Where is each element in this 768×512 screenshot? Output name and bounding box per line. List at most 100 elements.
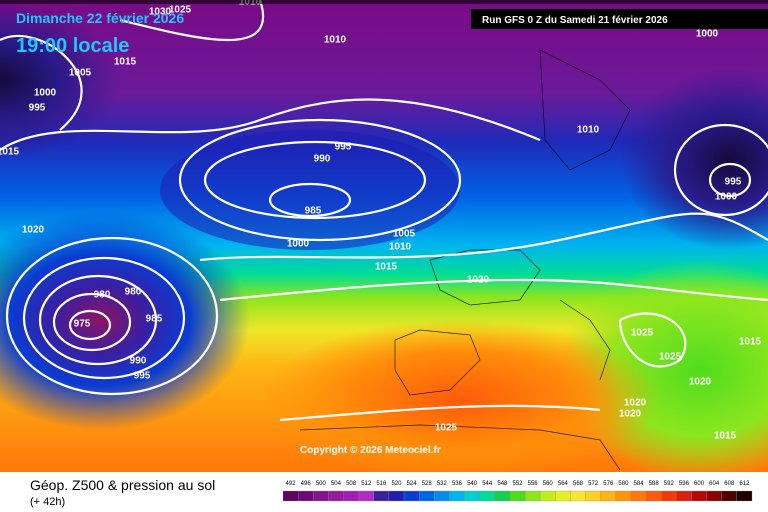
caption-lead: (+ 42h) [30, 496, 65, 508]
legend-swatch [661, 490, 677, 502]
copyright: Copyright © 2026 Meteociel.fr [300, 445, 441, 456]
isobar-label: 990 [314, 154, 331, 165]
legend-label: 592 [664, 481, 675, 487]
legend-label: 508 [346, 481, 357, 487]
isobar-label: 1020 [624, 398, 647, 409]
color-legend: 492 496 500 504 508 512 516 520 524 528 532 536 540 5… [282, 481, 753, 502]
run-info: Run GFS 0 Z du Samedi 21 février 2026 [482, 15, 668, 26]
isobar-label: 975 [74, 319, 91, 330]
top-edge [0, 0, 768, 4]
legend-swatch [524, 490, 541, 502]
legend-label: 492 [286, 481, 297, 487]
isobar-label: 1025 [169, 5, 192, 16]
legend-label: 552 [512, 481, 523, 487]
legend-swatch [373, 490, 390, 502]
isobar-label: 995 [335, 142, 352, 153]
legend-label: 504 [331, 481, 342, 487]
isobar-label: 1015 [714, 431, 737, 442]
isobar-label: 1025 [435, 423, 458, 434]
isobar-label: 1000 [696, 29, 719, 40]
legend-label: 588 [649, 481, 660, 487]
isobar-label: 1015 [375, 262, 398, 273]
legend-label: 572 [588, 481, 599, 487]
legend-label: 512 [361, 481, 372, 487]
legend-label: 576 [603, 481, 614, 487]
legend-swatch [282, 490, 299, 502]
isobar-label: 1000 [287, 239, 310, 250]
legend-swatch [479, 490, 495, 502]
isobar-label: 1015 [739, 337, 762, 348]
isobar-label: 995 [29, 103, 46, 114]
legend-swatch [343, 490, 359, 502]
isobar-label: 1015 [114, 57, 137, 68]
legend-swatch [494, 490, 511, 502]
isobar-label: 1025 [659, 352, 682, 363]
isobar-label: 1010 [389, 242, 412, 253]
legend-swatch [358, 490, 374, 502]
legend-label: 516 [376, 481, 387, 487]
legend-swatch [570, 490, 586, 502]
isobar-label: 1010 [324, 35, 347, 46]
legend-label: 524 [407, 481, 418, 487]
legend-swatch [691, 490, 707, 502]
coastlines [299, 49, 631, 471]
isobar-label: 995 [725, 177, 742, 188]
legend-swatch [449, 490, 465, 502]
map-field [0, 0, 768, 480]
isobar-label: 1000 [34, 88, 57, 99]
caption-title: Géop. Z500 & pression au sol [30, 477, 215, 493]
legend-label: 496 [301, 481, 312, 487]
legend-swatch [615, 490, 632, 502]
legend-swatch [388, 490, 405, 502]
time: 19:00 locale [16, 35, 129, 57]
legend-label: 596 [679, 481, 690, 487]
legend-label: 532 [437, 481, 448, 487]
legend-label: 608 [724, 481, 735, 487]
legend-label: 540 [467, 481, 478, 487]
isobar-label: 990 [130, 356, 147, 367]
isobar-label: 985 [146, 314, 163, 325]
run-box [471, 9, 768, 29]
date: Dimanche 22 février 2026 [16, 10, 184, 26]
isobar-label: 980 [94, 290, 111, 301]
isobar-label: 1005 [69, 68, 92, 79]
legend-label: 520 [391, 481, 402, 487]
legend-label: 548 [497, 481, 508, 487]
legend-label: 560 [543, 481, 554, 487]
isobars [0, 0, 768, 420]
legend-swatch [555, 490, 571, 502]
legend-swatch [585, 490, 601, 502]
isobar-label: 1020 [22, 225, 45, 236]
legend-swatch [328, 490, 344, 502]
legend-swatch [509, 490, 526, 502]
legend-swatch [540, 490, 556, 502]
legend-swatch [600, 490, 616, 502]
legend-swatch [403, 490, 420, 502]
legend-label: 612 [739, 481, 750, 487]
legend-swatch [706, 490, 722, 502]
legend-label: 604 [709, 481, 720, 487]
legend-label: 564 [558, 481, 569, 487]
legend-swatch [630, 490, 647, 502]
legend-label: 600 [694, 481, 705, 487]
isobar-label: 985 [305, 206, 322, 217]
isobar-label: 1005 [393, 229, 416, 240]
legend-swatch [645, 490, 662, 502]
legend-swatch [434, 490, 450, 502]
isobar-label: 1020 [467, 275, 490, 286]
isobar-label: 980 [125, 287, 142, 298]
isobar-label: 1000 [715, 192, 738, 203]
legend-label: 528 [422, 481, 433, 487]
isobar-label: 995 [134, 371, 151, 382]
isobar-label: 1030 [149, 7, 172, 18]
isobar-label: 1020 [619, 409, 642, 420]
legend-swatch [721, 490, 738, 502]
legend-swatch [464, 490, 480, 502]
legend-label: 568 [573, 481, 584, 487]
legend-label: 584 [634, 481, 645, 487]
isobar-label: 1015 [0, 147, 20, 158]
legend-label: 544 [482, 481, 493, 487]
legend-swatch [676, 490, 692, 502]
